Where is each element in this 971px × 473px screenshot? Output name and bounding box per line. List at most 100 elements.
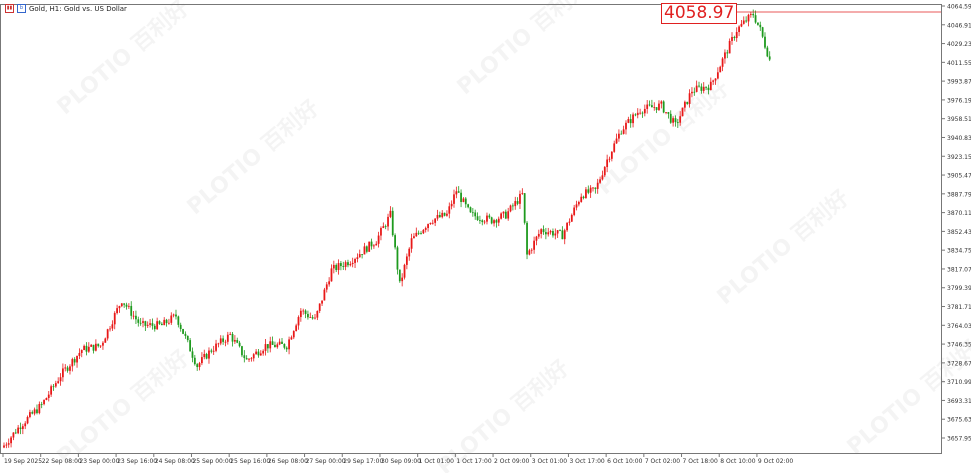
y-tick-label: 3799.39 <box>947 285 971 292</box>
candle-body <box>438 214 441 218</box>
candle-body <box>342 266 345 267</box>
candle-body <box>354 259 356 263</box>
candle-body <box>62 368 64 378</box>
candle-body <box>566 222 568 231</box>
candle-body <box>570 214 573 222</box>
candle-body <box>113 313 116 325</box>
candle-body <box>365 246 368 252</box>
candle-body <box>761 27 764 37</box>
candle-body <box>479 220 481 221</box>
candle-body <box>344 262 347 267</box>
y-tick-label: 3958.51 <box>947 116 971 123</box>
candle-body <box>749 13 752 15</box>
candle-body <box>394 235 396 248</box>
candle-body <box>653 107 656 108</box>
candle-body <box>549 231 552 233</box>
candle-body <box>274 344 276 348</box>
candle-body <box>681 107 684 117</box>
candle-body <box>759 24 762 28</box>
candle-body <box>716 72 719 79</box>
candle-body <box>356 257 359 260</box>
candle-body <box>613 143 616 152</box>
candle-body <box>73 359 76 363</box>
y-tick-label: 4064.59 <box>947 4 971 11</box>
candle-body <box>288 339 290 350</box>
candle-body <box>622 129 625 134</box>
candle-body <box>757 22 759 25</box>
candle-body <box>236 340 239 343</box>
candle-body <box>83 345 86 351</box>
candle-body <box>481 220 484 223</box>
candle-body <box>537 233 540 237</box>
x-tick-label: 3 Oct 01:00 <box>532 458 567 465</box>
candle-body <box>389 210 392 217</box>
candle-body <box>462 198 465 202</box>
candle-body <box>59 377 62 382</box>
candle-body <box>318 303 321 311</box>
candle-body <box>511 205 514 207</box>
candle-body <box>229 333 232 335</box>
x-tick-label: 8 Oct 10:00 <box>720 458 755 465</box>
candle-body <box>104 338 107 343</box>
candle-body <box>135 315 137 320</box>
candle-body <box>500 213 503 219</box>
candle-body <box>683 101 686 108</box>
candle-body <box>561 230 564 240</box>
one-click-trading-icon[interactable]: ▮▮ <box>5 4 14 13</box>
candle-body <box>186 335 189 341</box>
candle-body <box>106 329 109 339</box>
candle-body <box>768 56 771 60</box>
candle-body <box>332 264 335 269</box>
candle-body <box>191 351 194 358</box>
candle-body <box>686 101 689 104</box>
candle-body <box>31 412 34 414</box>
candle-body <box>403 264 406 278</box>
candle-body <box>87 346 90 352</box>
candle-body <box>556 230 559 234</box>
candle-body <box>507 211 510 219</box>
candle-body <box>66 367 69 371</box>
candle-body <box>488 215 491 218</box>
candle-body <box>325 284 328 290</box>
candle-body <box>347 262 349 266</box>
candle-body <box>420 233 422 234</box>
candle-body <box>497 218 500 223</box>
candle-body <box>533 240 535 250</box>
candle-body <box>655 107 658 110</box>
candle-body <box>745 20 748 22</box>
candle-body <box>193 357 196 365</box>
candle-body <box>735 32 738 39</box>
candle-body <box>172 314 175 316</box>
candle-body <box>698 85 700 87</box>
candle-body <box>594 187 597 189</box>
candle-body <box>672 118 675 123</box>
candle-body <box>740 23 743 27</box>
candle-body <box>250 358 253 360</box>
candle-body <box>151 323 154 326</box>
candle-body <box>490 217 493 224</box>
candle-body <box>203 353 206 358</box>
y-tick-label: 3887.79 <box>947 191 971 198</box>
candle-body <box>766 47 769 57</box>
candle-body <box>427 224 429 229</box>
y-tick-label: 3993.87 <box>947 79 971 86</box>
candle-body <box>3 445 5 448</box>
candle-body <box>563 230 566 240</box>
candle-body <box>651 105 653 108</box>
candle-body <box>125 304 128 307</box>
candle-body <box>615 138 618 144</box>
candle-body <box>431 222 434 224</box>
candle-body <box>547 232 550 235</box>
candle-body <box>321 300 323 304</box>
candle-body <box>575 204 578 208</box>
candle-body <box>120 303 123 307</box>
candle-body <box>648 104 651 106</box>
candle-body <box>424 228 427 230</box>
candle-body <box>349 264 352 266</box>
candle-body <box>446 213 448 216</box>
candle-body <box>5 444 8 446</box>
chart-type-icon[interactable]: b <box>17 4 26 13</box>
candle-body <box>486 215 488 222</box>
candle-body <box>742 20 745 24</box>
